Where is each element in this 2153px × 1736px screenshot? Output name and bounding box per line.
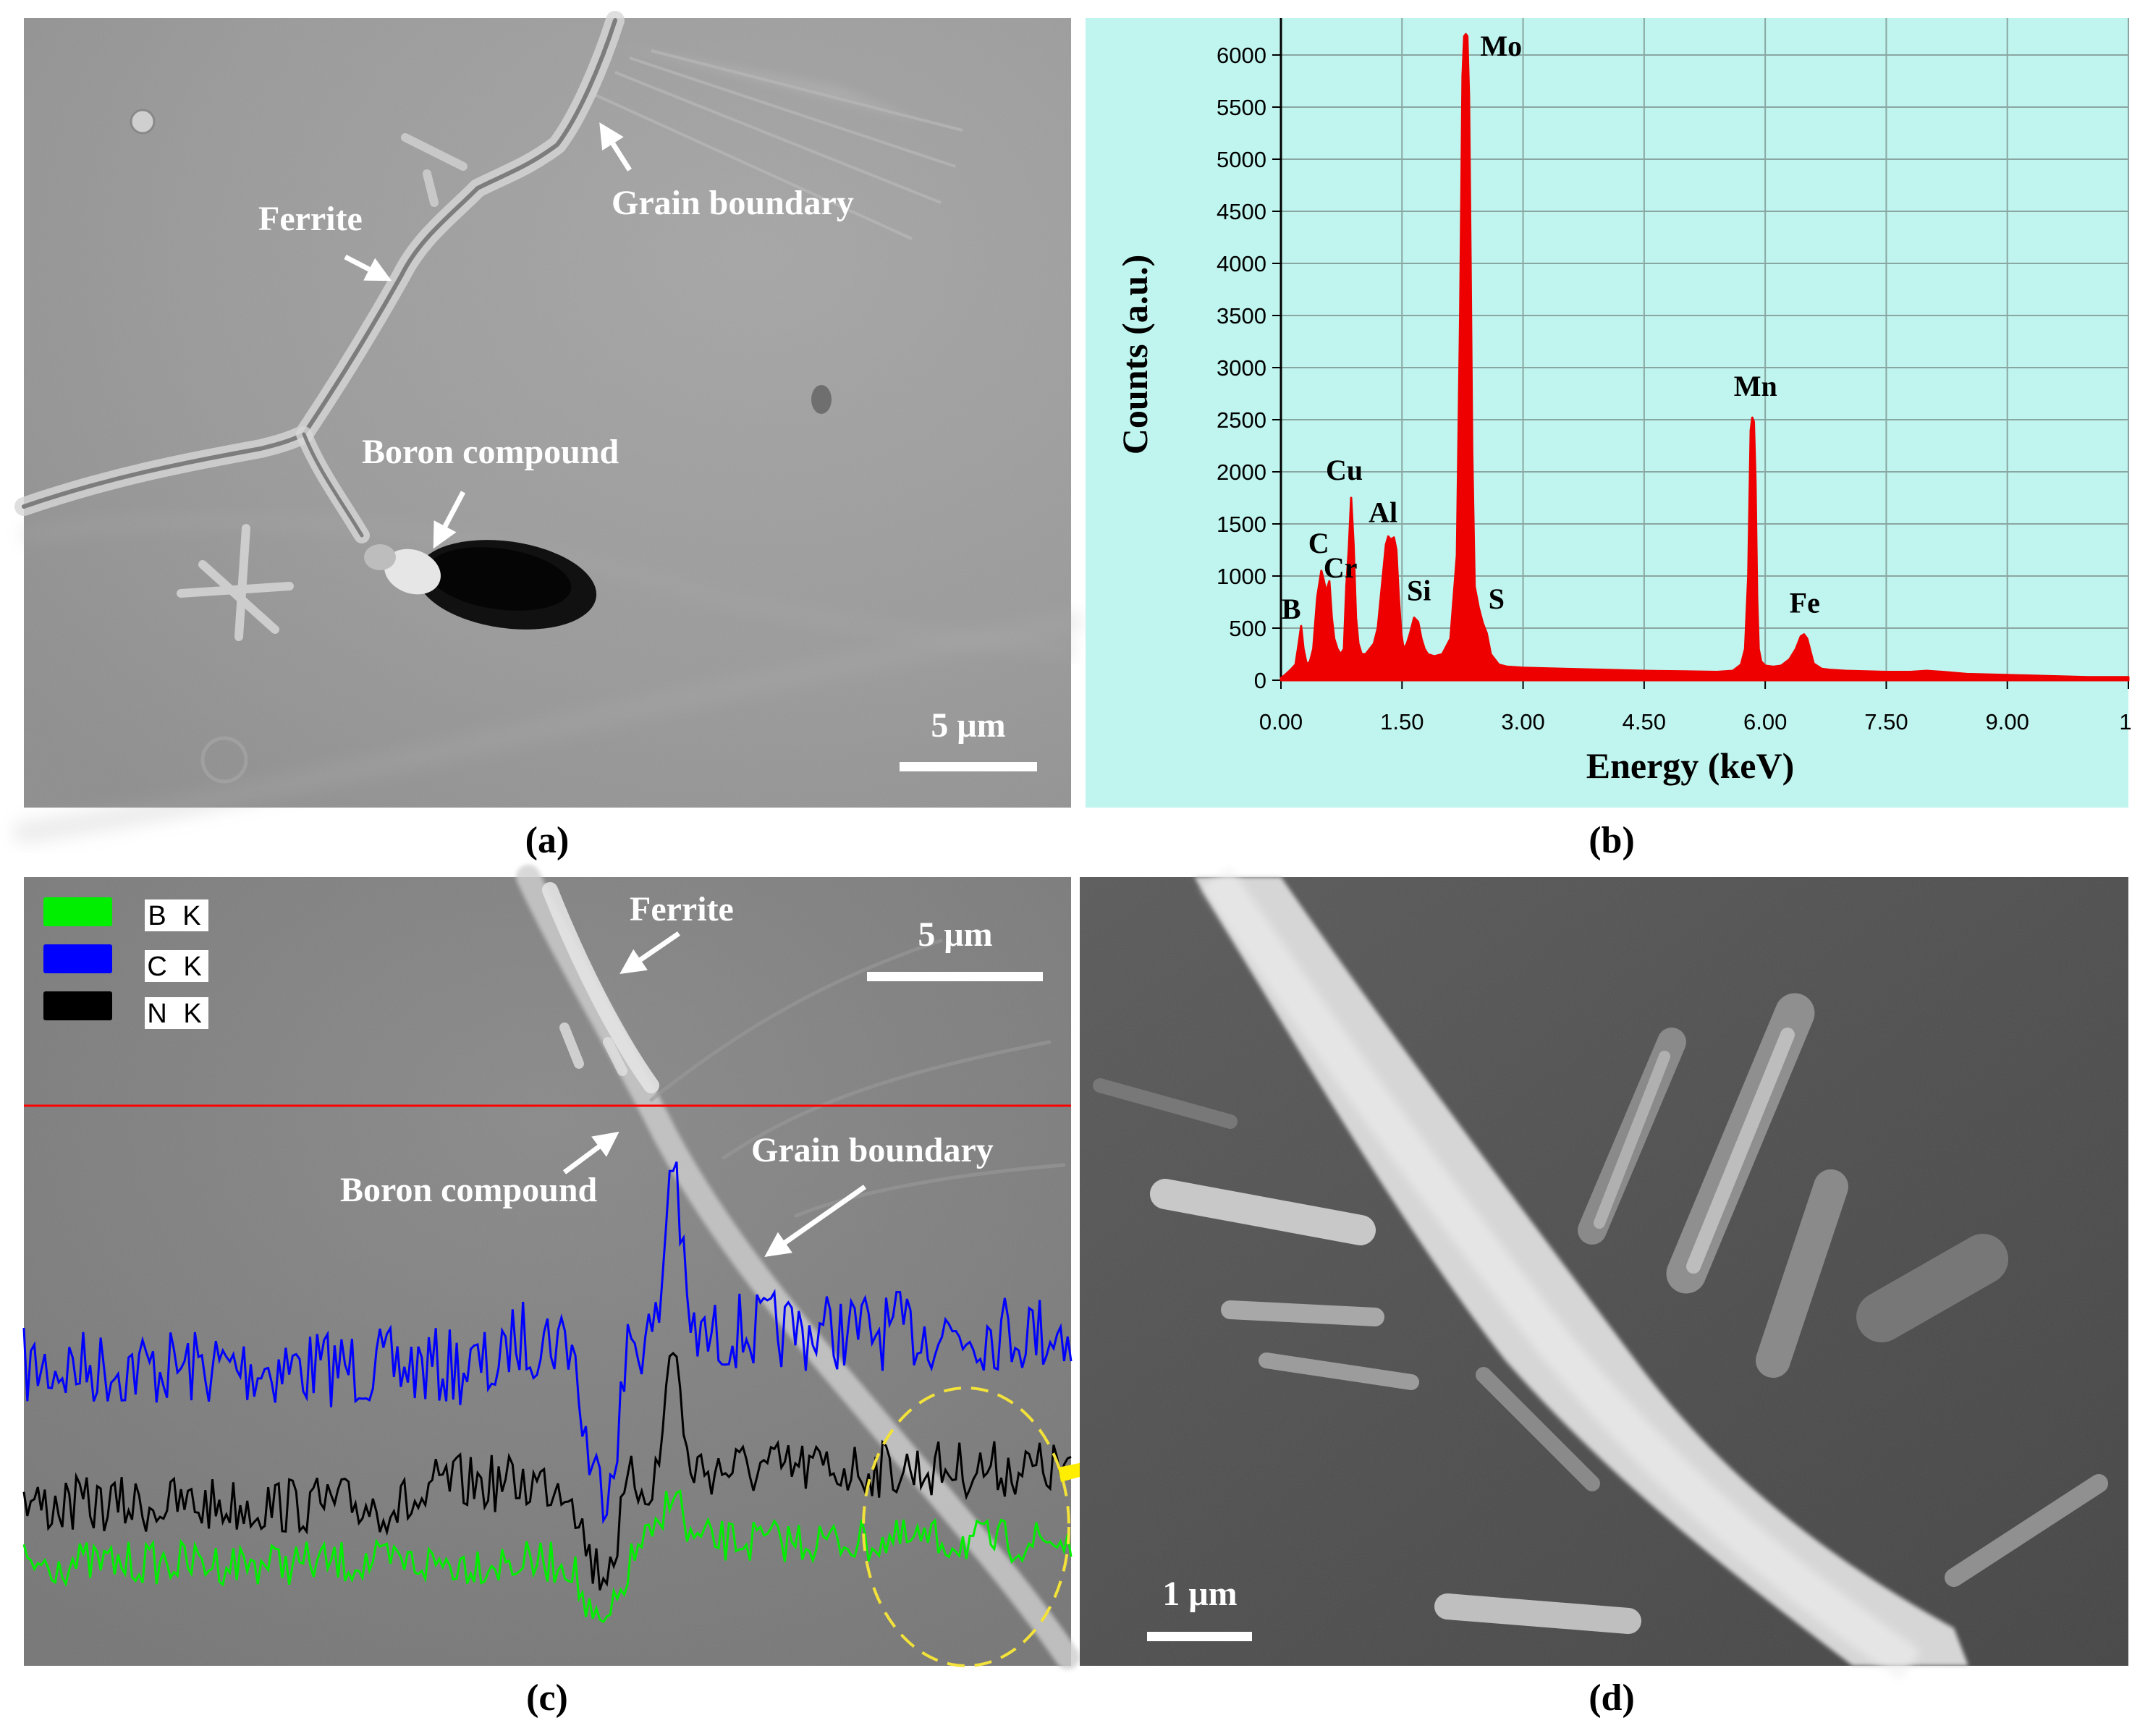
peak-label-cu: Cu xyxy=(1326,454,1363,486)
panel-label-b: (b) xyxy=(1589,820,1635,861)
tick-label-x-0: 0.00 xyxy=(1259,709,1303,734)
peak-label-s: S xyxy=(1489,583,1505,615)
boron-compound-inclusion xyxy=(364,540,597,630)
label-grain-boundary: Grain boundary xyxy=(612,184,854,222)
tick-label-x-3: 4.50 xyxy=(1623,709,1666,734)
tick-label-y-8: 4000 xyxy=(1217,251,1266,276)
tick-label-y-0: 0 xyxy=(1254,668,1266,693)
ferrite-band xyxy=(1194,877,1968,1666)
tick-label-y-7: 3500 xyxy=(1217,303,1266,329)
highlight-ellipse xyxy=(862,1386,1070,1667)
legend-label-n-k: N K xyxy=(147,999,206,1029)
peak-label-al: Al xyxy=(1369,496,1397,528)
peak-label-mn: Mn xyxy=(1734,370,1777,402)
tick-label-y-9: 4500 xyxy=(1217,199,1266,224)
legend-box-b-k xyxy=(145,899,208,931)
tick-label-y-5: 2500 xyxy=(1217,407,1266,433)
panel-d: 1 μm xyxy=(1080,867,2128,1681)
label-grain-boundary-c: Grain boundary xyxy=(751,1131,994,1169)
eds-spectrum-chart: 0 500 1000 1500 2000 2500 3000 3500 4000 4500 5000… xyxy=(1114,18,2132,786)
peak-label-cr: Cr xyxy=(1324,551,1358,584)
legend-label-b-k: B K xyxy=(148,901,205,931)
peak-label-mo: Mo xyxy=(1480,30,1522,62)
legend-label-c-k: C K xyxy=(147,952,206,982)
legend-box-n-k xyxy=(145,997,208,1029)
scale-bar-label-c: 5 μm xyxy=(918,915,992,954)
panel-label-d: (d) xyxy=(1589,1677,1635,1719)
scale-bar-c xyxy=(867,972,1043,981)
tick-label-y-6: 3000 xyxy=(1217,355,1266,381)
scale-bar-label-d: 1 μm xyxy=(1162,1575,1237,1613)
tick-label-x-6: 9.00 xyxy=(1986,709,2029,734)
tick-label-y-3: 1500 xyxy=(1217,512,1266,537)
panel-c: B K C K N K Ferrite Boron compound Grain… xyxy=(22,865,1080,1669)
tick-label-x-7: 1 xyxy=(2119,709,2131,734)
trace-c-k xyxy=(22,1161,1073,1525)
tick-label-x-4: 6.00 xyxy=(1743,709,1787,734)
tick-label-y-2: 1000 xyxy=(1217,564,1266,589)
panel-a-arrows xyxy=(344,122,632,549)
panel-c-legend: B K C K N K xyxy=(43,897,208,1029)
peak-label-si: Si xyxy=(1407,574,1431,606)
tick-label-y-11: 5500 xyxy=(1217,95,1266,120)
tick-label-y-12: 6000 xyxy=(1217,43,1266,68)
scale-bar xyxy=(900,762,1037,771)
label-boron-compound-c: Boron compound xyxy=(340,1171,598,1209)
panel-c-arrows xyxy=(562,931,867,1258)
label-ferrite-c: Ferrite xyxy=(630,890,734,928)
panel-d-needles xyxy=(1093,993,2108,1634)
legend-swatch-b-k xyxy=(43,897,112,926)
peak-label-b: B xyxy=(1282,593,1301,625)
y-axis-label: Counts (a.u.) xyxy=(1114,255,1155,454)
scale-bar-label: 5 μm xyxy=(931,706,1005,745)
tick-label-y-4: 2000 xyxy=(1217,460,1266,485)
panel-a-texture xyxy=(22,18,1072,808)
tick-label-y-1: 500 xyxy=(1229,616,1266,641)
tick-label-y-10: 5000 xyxy=(1217,147,1266,172)
legend-swatch-c-k xyxy=(43,944,112,973)
line-scan-traces xyxy=(22,1161,1073,1624)
panel-label-c: (c) xyxy=(526,1677,568,1719)
tick-label-x-1: 1.50 xyxy=(1380,709,1424,734)
label-ferrite: Ferrite xyxy=(258,200,363,238)
grain-boundary-network xyxy=(13,11,1082,843)
scale-bar-d xyxy=(1147,1632,1252,1641)
peak-label-fe: Fe xyxy=(1790,587,1820,619)
tick-label-x-2: 3.00 xyxy=(1501,709,1544,734)
label-boron-compound: Boron compound xyxy=(362,433,619,471)
trace-n-k xyxy=(22,1352,1072,1591)
legend-swatch-n-k xyxy=(43,991,112,1020)
panel-label-a: (a) xyxy=(525,820,570,861)
trace-b-k xyxy=(22,1489,1073,1624)
panel-a: Ferrite Grain boundary Boron compound 5 … xyxy=(13,11,1082,843)
peak-label-c: C xyxy=(1308,527,1329,559)
spectrum-series xyxy=(1279,33,2130,682)
x-axis-label: Energy (keV) xyxy=(1586,745,1794,786)
legend-box-c-k xyxy=(145,950,208,982)
tick-label-x-5: 7.50 xyxy=(1864,709,1908,734)
panel-b: 0 500 1000 1500 2000 2500 3000 3500 4000 4500 5000… xyxy=(1086,18,2132,808)
